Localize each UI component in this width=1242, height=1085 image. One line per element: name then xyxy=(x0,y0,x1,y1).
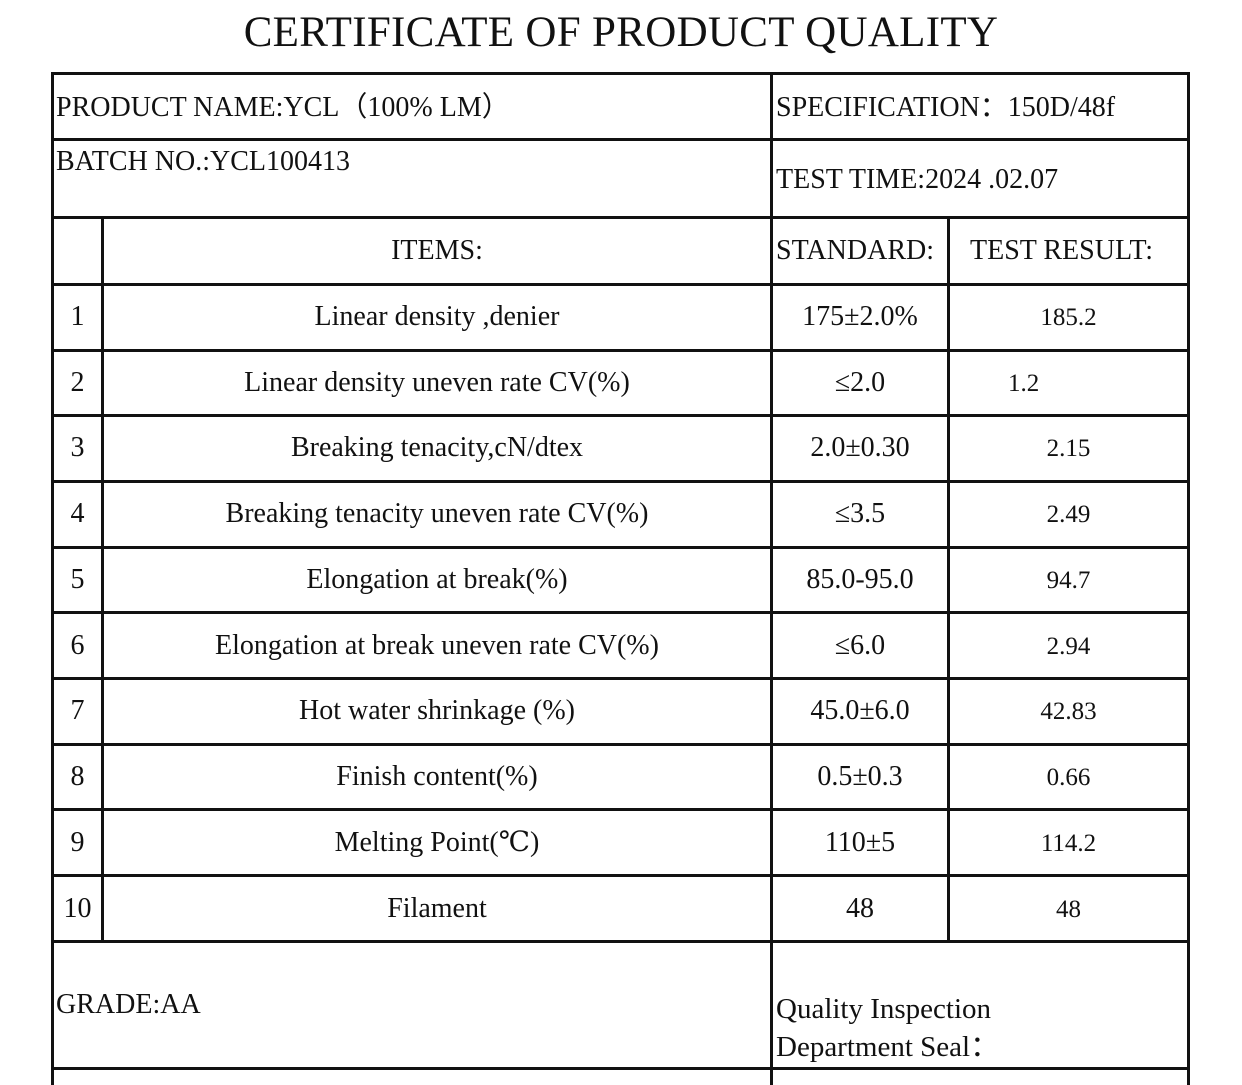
standard-value: 48 xyxy=(846,893,874,924)
row-number: 2 xyxy=(70,367,85,398)
batch-number: BATCH NO.:YCL100413 xyxy=(56,146,351,177)
standard-value: 85.0-95.0 xyxy=(806,564,914,595)
standard-value: 2.0±0.30 xyxy=(810,432,910,463)
table-top-border xyxy=(51,72,1190,75)
table-left-border xyxy=(51,72,54,1085)
seal-label-line2: Department Seal： xyxy=(776,1031,1000,1063)
divider-row xyxy=(51,940,1190,943)
divider-row xyxy=(51,808,1190,811)
test-result-value: 48 xyxy=(1056,896,1081,923)
product-name: PRODUCT NAME:YCL（100% LM） xyxy=(56,92,510,123)
divider-row xyxy=(51,480,1190,483)
item-name: Breaking tenacity,cN/dtex xyxy=(290,432,584,463)
standard-value: ≤6.0 xyxy=(834,630,886,661)
divider-batch-header xyxy=(51,216,1190,219)
test-result-value: 42.83 xyxy=(1040,698,1097,725)
divider-row xyxy=(51,546,1190,549)
test-result-value: 2.49 xyxy=(1046,501,1091,528)
test-result-value: 114.2 xyxy=(1040,830,1097,857)
row-number: 3 xyxy=(70,432,85,463)
test-result-value: 94.7 xyxy=(1046,567,1091,594)
row-number: 7 xyxy=(70,695,85,726)
table-right-border xyxy=(1187,72,1190,1085)
standard-value: ≤3.5 xyxy=(834,498,886,529)
standard-value: 175±2.0% xyxy=(802,301,918,332)
column-divider-no xyxy=(101,216,104,943)
divider-header-row1 xyxy=(51,283,1190,286)
specification: SPECIFICATION：150D/48f xyxy=(776,92,1116,123)
divider-footer-bottom xyxy=(51,1067,1190,1070)
test-result-value: 2.94 xyxy=(1046,633,1091,660)
item-name: Melting Point(℃) xyxy=(334,827,540,858)
grade: GRADE:AA xyxy=(56,989,201,1020)
row-number: 1 xyxy=(70,301,85,332)
certificate-title: CERTIFICATE OF PRODUCT QUALITY xyxy=(243,9,999,56)
column-header-test-result: TEST RESULT: xyxy=(970,235,1153,266)
row-number: 6 xyxy=(70,630,85,661)
column-header-standard: STANDARD: xyxy=(776,235,934,266)
row-number: 8 xyxy=(70,761,85,792)
seal-label-line1: Quality Inspection xyxy=(776,993,992,1025)
row-number: 9 xyxy=(70,827,85,858)
test-result-value: 1.2 xyxy=(1008,370,1040,397)
item-name: Hot water shrinkage (%) xyxy=(298,695,575,726)
divider-row xyxy=(51,743,1190,746)
test-result-value: 2.15 xyxy=(1046,435,1091,462)
row-number: 10 xyxy=(63,893,92,924)
divider-row xyxy=(51,677,1190,680)
column-divider-main xyxy=(770,72,773,1085)
item-name: Filament xyxy=(387,893,487,924)
item-name: Elongation at break(%) xyxy=(306,564,568,595)
standard-value: 0.5±0.3 xyxy=(817,761,903,792)
test-result-value: 185.2 xyxy=(1040,304,1097,331)
item-name: Finish content(%) xyxy=(336,761,538,792)
column-header-items: ITEMS: xyxy=(391,235,483,266)
divider-row xyxy=(51,414,1190,417)
test-result-value: 0.66 xyxy=(1046,764,1091,791)
item-name: Elongation at break uneven rate CV(%) xyxy=(215,630,659,661)
divider-product-batch xyxy=(51,138,1190,141)
divider-row xyxy=(51,611,1190,614)
divider-row xyxy=(51,349,1190,352)
row-number: 5 xyxy=(70,564,85,595)
column-divider-standard xyxy=(947,216,950,943)
item-name: Linear density uneven rate CV(%) xyxy=(244,367,630,398)
standard-value: 45.0±6.0 xyxy=(810,695,910,726)
divider-row xyxy=(51,874,1190,877)
item-name: Breaking tenacity uneven rate CV(%) xyxy=(225,498,649,529)
standard-value: 110±5 xyxy=(824,827,896,858)
row-number: 4 xyxy=(70,498,85,529)
item-name: Linear density ,denier xyxy=(314,301,560,332)
standard-value: ≤2.0 xyxy=(834,367,886,398)
test-time: TEST TIME:2024 .02.07 xyxy=(776,164,1059,195)
